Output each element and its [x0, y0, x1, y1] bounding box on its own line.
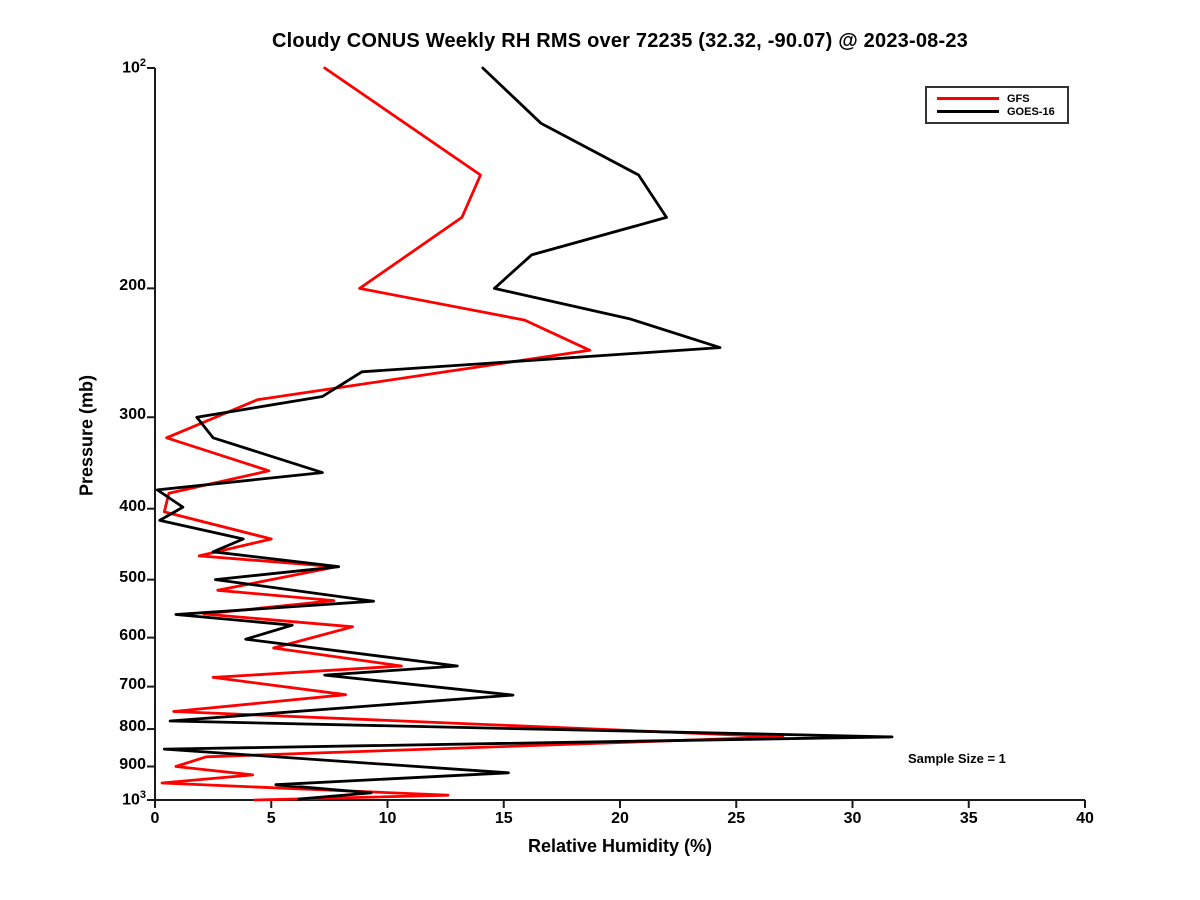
y-tick-label: 900 [119, 755, 146, 773]
series-line-goes-16 [155, 66, 894, 801]
y-tick-label: 500 [119, 568, 146, 586]
legend-label-goes16: GOES-16 [1007, 105, 1055, 118]
axis-spines [154, 68, 1085, 801]
y-tick-label: 800 [119, 718, 146, 736]
legend-entry-gfs: GFS [937, 92, 1061, 105]
y-tick-label: 700 [119, 675, 146, 693]
x-tick-label: 40 [1076, 810, 1094, 827]
gfs-line-swatch [937, 97, 999, 100]
x-tick-label: 10 [378, 810, 397, 827]
sample-size-annotation: Sample Size = 1 [908, 751, 1006, 766]
x-axis-label: Relative Humidity (%) [527, 836, 713, 856]
x-tick-label: 30 [843, 810, 862, 827]
y-tick-label: 200 [119, 277, 146, 295]
x-tick-label: 5 [266, 810, 276, 827]
y-tick-label: 300 [119, 406, 146, 424]
legend-entry-goes16: GOES-16 [937, 105, 1061, 118]
y-tick-label: 103 [122, 789, 146, 809]
y-tick-label: 600 [119, 626, 146, 644]
chart-title: Cloudy CONUS Weekly RH RMS over 72235 (3… [272, 30, 968, 52]
y-tick-label: 102 [122, 57, 146, 77]
x-tick-label: 0 [150, 810, 160, 827]
series-line-gfs [160, 66, 785, 802]
y-axis-label: Pressure (mb) [76, 374, 97, 497]
legend-label-gfs: GFS [1007, 92, 1030, 105]
x-tick-label: 35 [959, 810, 978, 827]
goes16-line-swatch [937, 110, 999, 113]
y-tick-label: 400 [119, 497, 146, 515]
x-tick-label: 20 [611, 810, 629, 827]
x-tick-label: 25 [727, 810, 746, 827]
x-tick-label: 15 [494, 810, 513, 827]
legend: GFS GOES-16 [925, 86, 1069, 124]
